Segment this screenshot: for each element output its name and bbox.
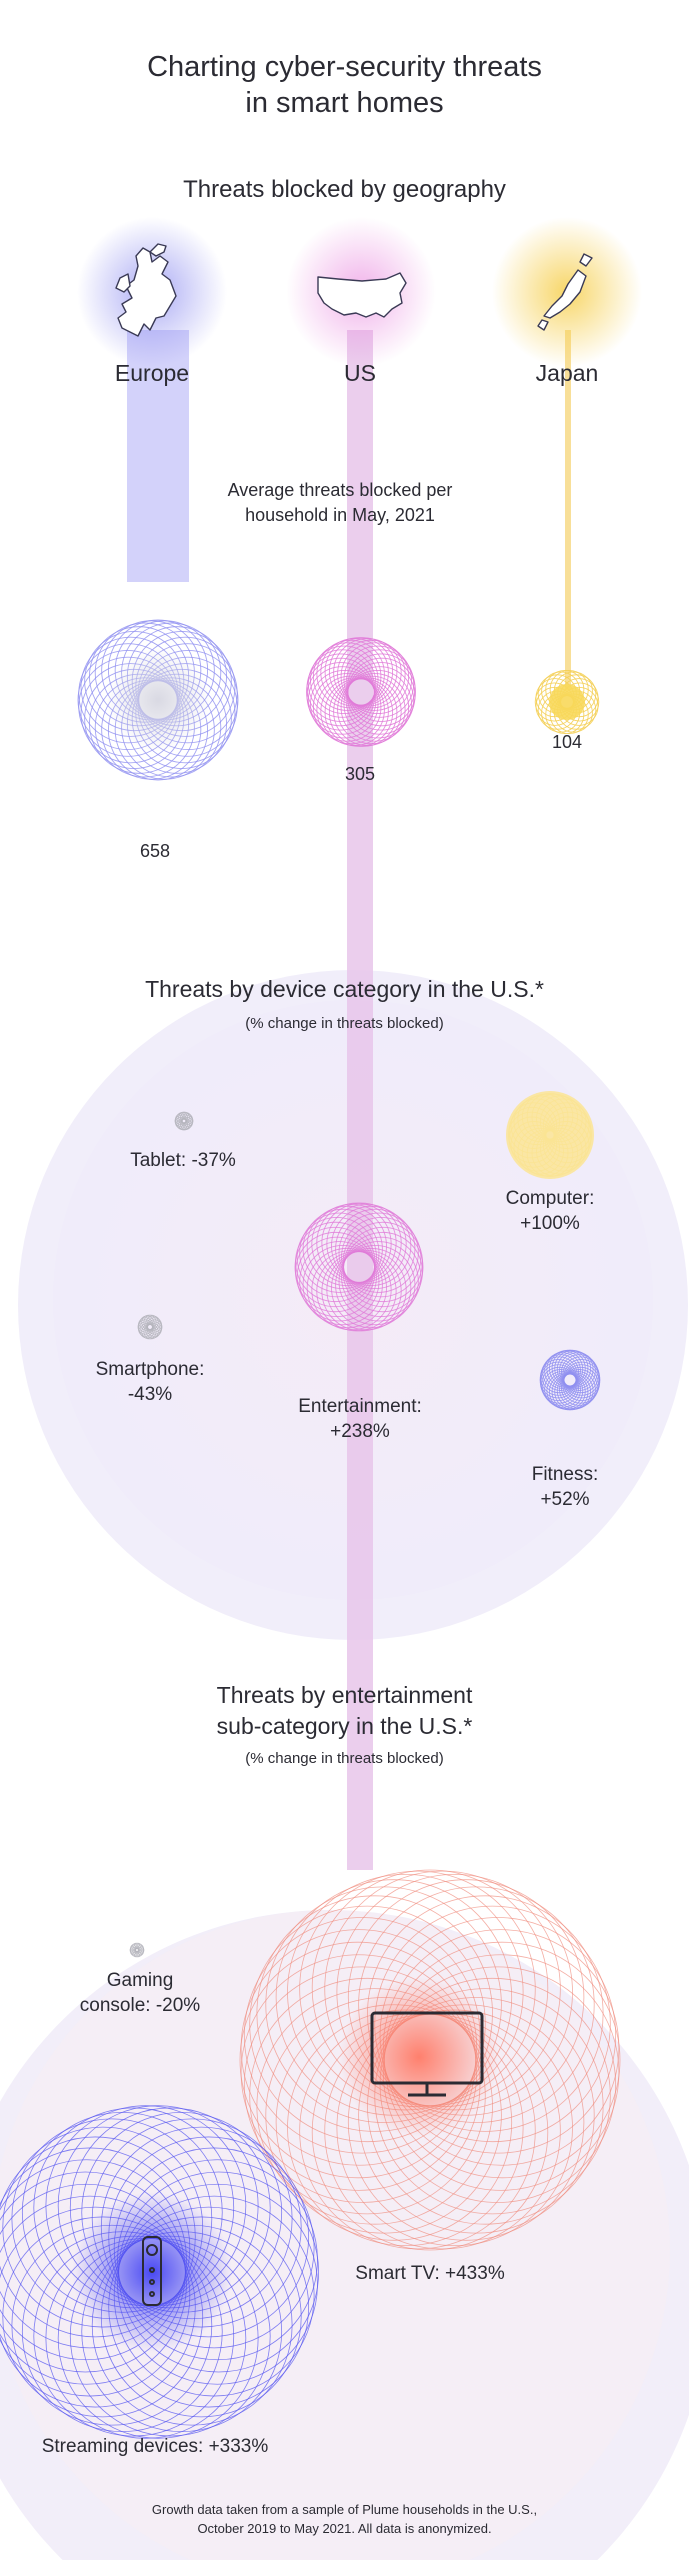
bubble-us — [306, 637, 416, 747]
label-fitness: Fitness: +52% — [505, 1462, 625, 1512]
geography-note: Average threats blocked per household in… — [180, 478, 500, 528]
label-entertainment: Entertainment: +238% — [270, 1394, 450, 1444]
entertainment-heading-line-1: Threats by entertainment — [216, 1682, 473, 1708]
geography-note-line-1: Average threats blocked per — [227, 480, 453, 500]
geography-note-line-2: household in May, 2021 — [245, 505, 435, 525]
value-label-us: 305 — [344, 764, 376, 784]
label-europe: Europe — [114, 360, 190, 386]
label-fitness-line-1: Fitness: — [531, 1464, 599, 1485]
tv-icon — [370, 2011, 484, 2097]
page-title-line-1: Charting cyber-security threats — [147, 51, 542, 83]
page-title-line-2: in smart homes — [245, 87, 444, 119]
label-entertainment-line-1: Entertainment: — [298, 1396, 422, 1417]
us-column — [347, 330, 373, 1870]
europe-bubble-core — [106, 648, 210, 752]
bubble-tablet — [174, 1111, 194, 1131]
footnote-line-2: October 2019 to May 2021. All data is an… — [197, 2521, 492, 2536]
page-title: Charting cyber-security threats in smart… — [0, 49, 689, 121]
label-smartphone-line-1: Smartphone: — [95, 1359, 205, 1380]
bubble-fitness — [539, 1349, 601, 1411]
label-streaming: Streaming devices: +333% — [41, 2436, 269, 2457]
geography-heading: Threats blocked by geography — [183, 176, 506, 203]
label-gaming-line-2: console: -20% — [79, 1995, 201, 2016]
bubble-gaming — [129, 1942, 145, 1958]
europe-column — [127, 330, 189, 582]
label-fitness-line-2: +52% — [540, 1489, 590, 1510]
value-label-japan: 104 — [551, 732, 583, 752]
footnote: Growth data taken from a sample of Plume… — [0, 2500, 689, 2538]
entertainment-subheading: (% change in threats blocked) — [245, 1750, 444, 1767]
device-subheading: (% change in threats blocked) — [245, 1015, 444, 1032]
bubble-smartphone — [137, 1314, 163, 1340]
label-computer: Computer: +100% — [480, 1186, 620, 1236]
label-tablet: Tablet: -37% — [130, 1150, 236, 1171]
label-smartphone-line-2: -43% — [127, 1384, 173, 1405]
label-japan: Japan — [535, 360, 599, 386]
label-gaming-line-1: Gaming — [106, 1970, 174, 1991]
label-computer-line-1: Computer: — [505, 1188, 595, 1209]
smarttv-glow — [339, 1977, 499, 2137]
label-smartphone: Smartphone: -43% — [70, 1357, 230, 1407]
us-map-icon — [317, 272, 407, 318]
japan-bubble-core — [549, 684, 585, 720]
label-gaming: Gaming console: -20% — [55, 1968, 225, 2018]
computer-bubble-core — [506, 1091, 594, 1179]
label-smarttv: Smart TV: +433% — [355, 2263, 505, 2284]
entertainment-heading-line-2: sub-category in the U.S.* — [216, 1713, 473, 1739]
japan-column — [565, 330, 571, 690]
bubble-entertainment — [294, 1202, 424, 1332]
value-label-europe: 658 — [139, 841, 171, 861]
remote-icon — [142, 2236, 162, 2306]
entertainment-heading: Threats by entertainment sub-category in… — [0, 1680, 689, 1742]
japan-map-icon — [537, 253, 593, 331]
label-us: US — [344, 360, 376, 386]
label-entertainment-line-2: +238% — [330, 1421, 390, 1442]
label-computer-line-2: +100% — [520, 1213, 580, 1234]
device-heading: Threats by device category in the U.S.* — [145, 976, 544, 1002]
footnote-line-1: Growth data taken from a sample of Plume… — [151, 2502, 538, 2517]
europe-map-icon — [115, 243, 177, 337]
